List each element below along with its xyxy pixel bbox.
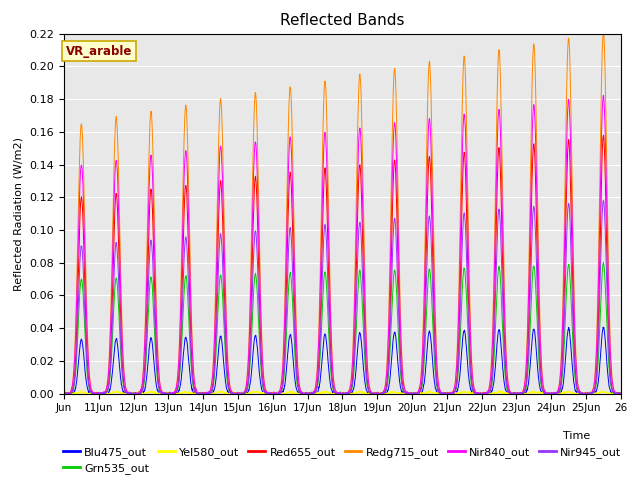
Redg715_out: [60, 391, 68, 396]
Nir945_out: [376, 391, 383, 396]
Yel580_out: [511, 391, 518, 396]
Blu475_out: [376, 391, 384, 396]
Blu475_out: [60, 390, 68, 396]
Redg715_out: [376, 391, 383, 396]
Line: Redg715_out: Redg715_out: [64, 32, 621, 394]
Blu475_out: [236, 390, 244, 396]
Grn535_out: [600, 260, 607, 265]
Nir945_out: [510, 391, 518, 396]
Line: Blu475_out: Blu475_out: [64, 327, 621, 394]
Blu475_out: [599, 324, 607, 330]
Red655_out: [376, 391, 383, 396]
Red655_out: [617, 391, 625, 396]
Nir840_out: [617, 391, 625, 396]
Text: Time: Time: [563, 431, 591, 441]
Redg715_out: [609, 381, 617, 387]
Nir945_out: [60, 391, 68, 396]
Blu475_out: [617, 391, 625, 396]
Nir840_out: [60, 391, 68, 396]
Red655_out: [600, 132, 607, 138]
Title: Reflected Bands: Reflected Bands: [280, 13, 404, 28]
Grn535_out: [60, 391, 68, 396]
Yel580_out: [116, 390, 124, 396]
Yel580_out: [236, 391, 244, 396]
Nir945_out: [541, 390, 549, 396]
Red655_out: [609, 389, 617, 395]
Redg715_out: [116, 219, 124, 225]
Grn535_out: [236, 391, 244, 396]
Nir840_out: [600, 93, 607, 98]
Grn535_out: [60, 391, 68, 396]
Blu475_out: [510, 391, 518, 396]
Yel580_out: [609, 391, 617, 396]
Nir945_out: [116, 308, 124, 314]
Red655_out: [116, 280, 124, 286]
Nir945_out: [609, 389, 617, 395]
Line: Yel580_out: Yel580_out: [64, 391, 621, 394]
Nir840_out: [236, 391, 244, 396]
Grn535_out: [609, 389, 617, 395]
Red655_out: [236, 391, 244, 396]
Blu475_out: [609, 390, 617, 396]
Redg715_out: [541, 389, 549, 395]
Yel580_out: [617, 390, 625, 396]
Grn535_out: [617, 390, 625, 396]
Redg715_out: [510, 391, 518, 396]
Yel580_out: [542, 391, 550, 396]
Nir840_out: [510, 391, 518, 396]
Nir840_out: [609, 384, 617, 390]
Nir945_out: [236, 391, 244, 396]
Grn535_out: [542, 390, 550, 396]
Blu475_out: [116, 368, 124, 373]
Redg715_out: [600, 29, 607, 35]
Red655_out: [541, 390, 549, 396]
Nir840_out: [116, 246, 124, 252]
Yel580_out: [376, 391, 384, 396]
Grn535_out: [116, 332, 124, 337]
Nir840_out: [376, 391, 383, 396]
Line: Grn535_out: Grn535_out: [64, 263, 621, 394]
Nir840_out: [541, 389, 549, 395]
Yel580_out: [61, 391, 69, 396]
Redg715_out: [617, 390, 625, 396]
Nir945_out: [600, 197, 607, 203]
Nir945_out: [617, 391, 625, 396]
Blu475_out: [542, 390, 550, 396]
Line: Nir945_out: Nir945_out: [64, 200, 621, 394]
Line: Nir840_out: Nir840_out: [64, 96, 621, 394]
Grn535_out: [510, 391, 518, 396]
Legend: Blu475_out, Grn535_out, Yel580_out, Red655_out, Redg715_out, Nir840_out, Nir945_: Blu475_out, Grn535_out, Yel580_out, Red6…: [59, 443, 626, 479]
Red655_out: [60, 391, 68, 396]
Y-axis label: Reflected Radiation (W/m2): Reflected Radiation (W/m2): [14, 137, 24, 290]
Redg715_out: [236, 391, 244, 396]
Blu475_out: [61, 391, 69, 396]
Grn535_out: [376, 390, 384, 396]
Text: VR_arable: VR_arable: [66, 45, 132, 58]
Yel580_out: [60, 390, 68, 396]
Red655_out: [510, 390, 518, 396]
Yel580_out: [77, 388, 84, 394]
Line: Red655_out: Red655_out: [64, 135, 621, 394]
